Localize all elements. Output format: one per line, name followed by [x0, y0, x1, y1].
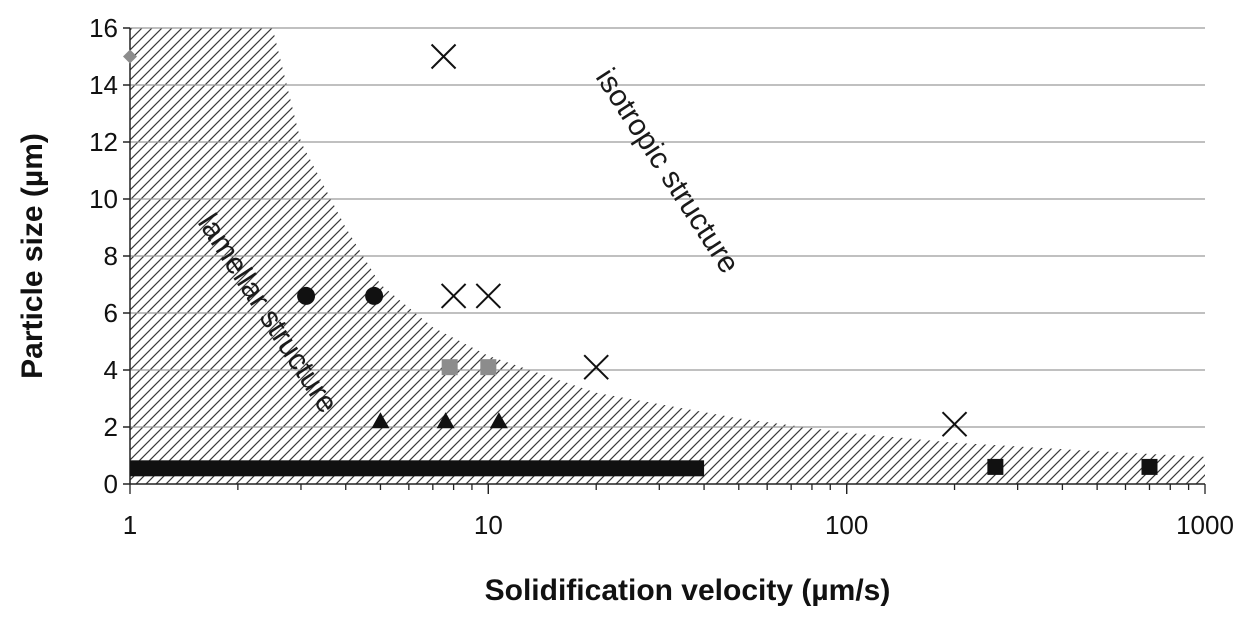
region-label: isotropic structure	[589, 63, 746, 280]
data-point-square	[1141, 458, 1158, 475]
data-point-triangle	[436, 412, 455, 429]
y-tick-label: 6	[104, 298, 118, 328]
y-tick-label: 8	[104, 241, 118, 271]
data-point-triangle	[371, 412, 390, 429]
y-tick-label: 0	[104, 469, 118, 499]
y-tick-label: 14	[89, 70, 118, 100]
data-point-circle	[297, 286, 316, 305]
data-point-x	[475, 283, 502, 309]
data-points-layer	[123, 43, 1158, 477]
y-tick-label: 4	[104, 355, 118, 385]
y-axis-title: Particle size (µm)	[16, 133, 49, 379]
data-point-square	[480, 359, 497, 376]
data-point-x	[583, 354, 609, 380]
y-tick-label: 10	[89, 184, 118, 214]
x-axis-title: Solidification velocity (µm/s)	[485, 574, 891, 607]
data-point-x	[941, 411, 968, 437]
y-tick-label: 12	[89, 127, 118, 157]
data-point-diamond	[123, 49, 137, 64]
data-point-triangle	[489, 412, 508, 429]
data-point-circle	[365, 286, 384, 305]
x-tick-label: 1000	[1176, 510, 1234, 540]
x-tick-label: 100	[825, 510, 868, 540]
data-point-x	[430, 43, 457, 70]
data-point-square	[441, 359, 458, 376]
x-tick-label: 1	[123, 510, 137, 540]
x-tick-label: 10	[474, 510, 503, 540]
gridlines-layer	[130, 27, 1205, 428]
y-tick-label: 16	[89, 13, 118, 43]
y-tick-label: 2	[104, 412, 118, 442]
data-bar	[130, 460, 705, 477]
axes-layer	[123, 27, 1206, 494]
data-point-square	[987, 458, 1004, 475]
data-point-x	[440, 283, 467, 309]
